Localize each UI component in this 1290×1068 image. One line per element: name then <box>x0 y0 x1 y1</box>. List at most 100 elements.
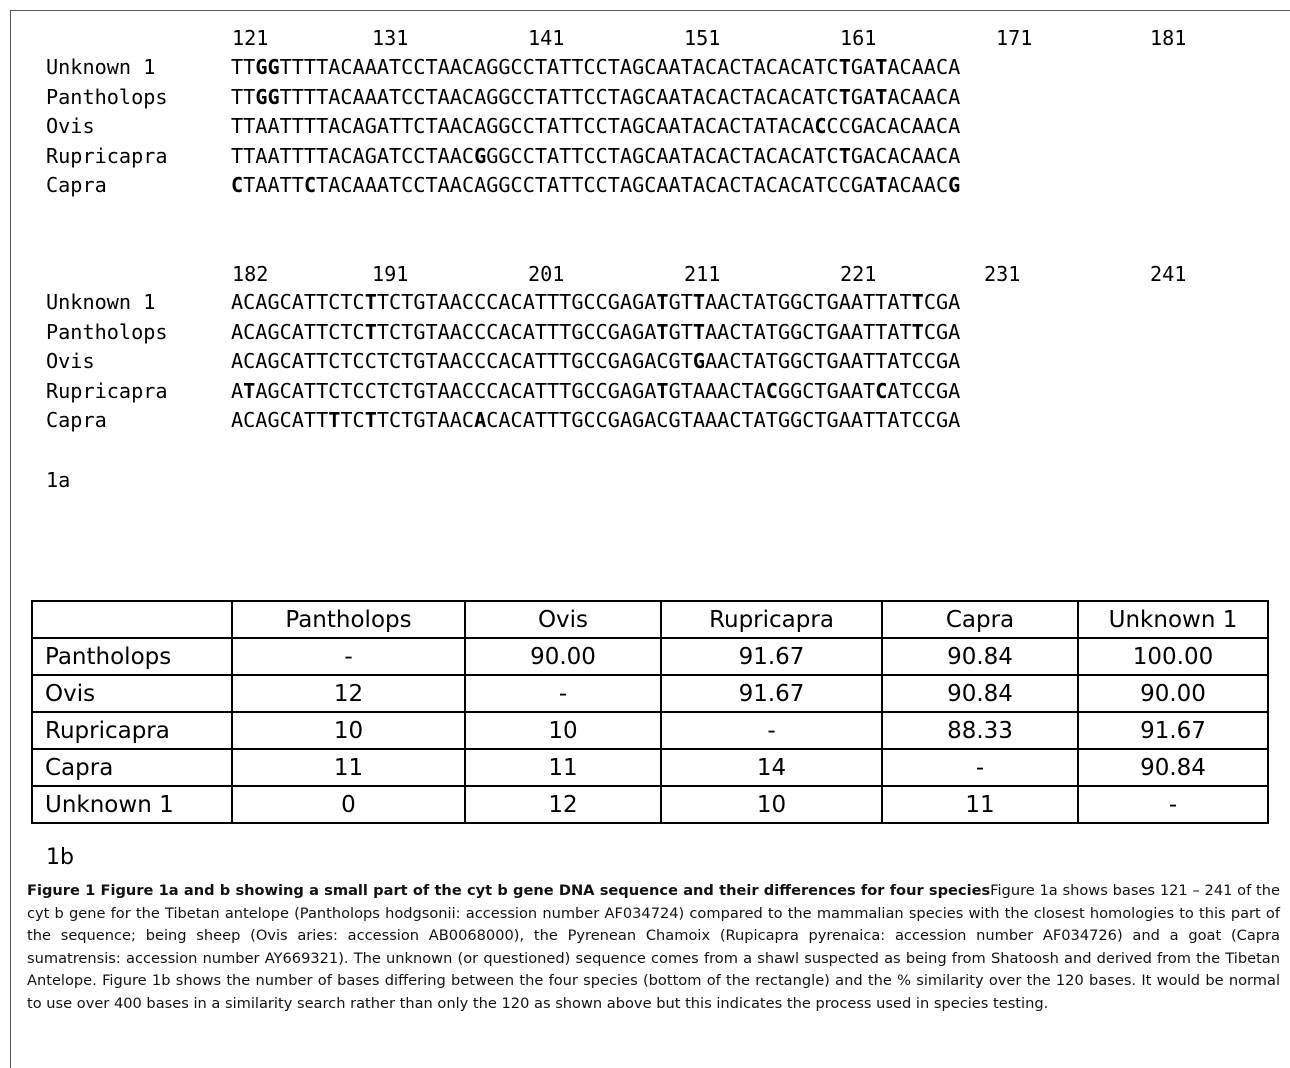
sequence-text: TTAATTTTACAGATTCTAACAGGCCTATTCCTAGCAATAC… <box>231 114 960 138</box>
difference-base: T <box>875 84 888 109</box>
row-header-cell: Ovis <box>31 674 233 713</box>
sequence-segment: TCTGTAACCCACATTTGCCGAGA <box>376 290 657 314</box>
sequence-segment: GT <box>668 319 693 344</box>
position-number: 201 <box>528 262 565 286</box>
similarity-table: Pantholops Ovis Rupricapra Capra Unknown… <box>31 600 1269 824</box>
position-number: 231 <box>984 262 1021 286</box>
caption-text: Figure 1a shows bases 121 – 241 of the c… <box>27 882 1280 1012</box>
table-cell: 90.84 <box>881 637 1079 676</box>
sequence-row: Pantholops TTGGTTTTACAAATCCTAACAGGCCTATTC… <box>46 83 960 113</box>
sequence-segment: AACTATGGCTGAATTAT <box>705 319 912 344</box>
difference-base: T <box>656 319 669 344</box>
sequence-segment: AGCATTCTCCTCTGTAACCCACATTTGCCGAGA <box>255 378 657 403</box>
table-cell: 91.67 <box>660 637 883 676</box>
table-cell: 91.67 <box>660 674 883 713</box>
difference-base: A <box>474 408 487 432</box>
difference-base: GG <box>255 55 280 79</box>
sequence-text: ACAGCATTCTCTTCTGTAACCCACATTTGCCGAGATGTTA… <box>231 290 960 314</box>
table-cell: 91.67 <box>1077 711 1269 750</box>
sequence-segment: AACTATGGCTGAATTAT <box>705 290 912 314</box>
sequence-segment: ACAACA <box>887 84 961 109</box>
table-row: Unknown 1 0 12 10 11 - <box>31 785 1269 824</box>
sequence-segment: ACAGCATT <box>231 408 329 432</box>
sequence-segment: ACAGCATTCTCCTCTGTAACCCACATTTGCCGAGACGT <box>231 349 693 373</box>
difference-base: C <box>765 378 778 403</box>
sequence-segment: TAATT <box>243 173 304 197</box>
row-header-cell: Pantholops <box>31 637 233 676</box>
difference-base: G <box>948 173 961 197</box>
sequence-segment: AACTATGGCTGAATTATCCGA <box>705 349 961 373</box>
position-number: 131 <box>372 26 409 50</box>
table-header-cell: Rupricapra <box>660 600 883 639</box>
position-number: 211 <box>684 262 721 286</box>
sequence-segment: GGCCTATTCCTAGCAATACACTACACATC <box>486 143 839 168</box>
difference-base: T <box>692 319 706 344</box>
species-name: Unknown 1 <box>46 55 156 79</box>
table-row: Ovis 12 - 91.67 90.84 90.00 <box>31 674 1269 713</box>
sequence-segment: TTAATTTTACAGATCCTAAC <box>231 143 475 168</box>
sequence-row: Unknown 1 TTGGTTTTACAAATCCTAACAGGCCTATTCC… <box>46 53 960 83</box>
difference-base: T <box>875 173 888 197</box>
table-cell: 100.00 <box>1077 637 1269 676</box>
difference-base: GG <box>255 84 280 109</box>
position-numbers-a: 121 131 141 151 161 171 181 <box>0 26 1290 52</box>
sequence-text: ACAGCATTCTCCTCTGTAACCCACATTTGCCGAGACGTGA… <box>231 349 960 373</box>
position-number: 161 <box>840 26 877 50</box>
table-row: Pantholops - 90.00 91.67 90.84 100.00 <box>31 637 1269 676</box>
table-cell: 11 <box>231 748 466 787</box>
sequence-segment: ACAGCATTCTC <box>231 290 365 314</box>
table-cell: 0 <box>231 785 466 824</box>
species-name: Unknown 1 <box>46 290 156 314</box>
position-number: 191 <box>372 262 409 286</box>
sequence-segment: GACACAACA <box>850 143 961 168</box>
difference-base: T <box>364 319 377 344</box>
table-header-cell: Ovis <box>464 600 662 639</box>
sequence-text: CTAATTCTACAAATCCTAACAGGCCTATTCCTAGCAATAC… <box>231 173 960 197</box>
difference-base: T <box>364 290 377 314</box>
table-cell: - <box>881 748 1079 787</box>
difference-base: T <box>243 378 256 403</box>
table-cell: 90.84 <box>1077 748 1269 787</box>
sequence-segment: ACAAC <box>887 173 949 197</box>
caption-title: Figure 1 Figure 1a and b showing a small… <box>27 882 991 899</box>
sequence-row: Capra CTAATTCTACAAATCCTAACAGGCCTATTCCTAGC… <box>46 171 960 201</box>
table-cell: 11 <box>881 785 1079 824</box>
sequence-row: Rupricapra TTAATTTTACAGATCCTAACGGGCCTATTC… <box>46 142 960 172</box>
sequence-text: TTGGTTTTACAAATCCTAACAGGCCTATTCCTAGCAATAC… <box>231 55 960 79</box>
position-number: 181 <box>1150 26 1187 50</box>
sequence-row: Ovis TTAATTTTACAGATTCTAACAGGCCTATTCCTAGCA… <box>46 112 960 142</box>
difference-base: T <box>656 290 669 314</box>
difference-base: G <box>474 143 487 168</box>
position-number: 141 <box>528 26 565 50</box>
sequence-segment: TCTGTAAC <box>376 408 475 432</box>
table-cell: 10 <box>464 711 662 750</box>
sequence-segment: CACATTTGCCGAGACGTAAACTATGGCTGAATTATCCGA <box>486 408 961 432</box>
panel-label-1b: 1b <box>46 845 74 870</box>
table-cell: 11 <box>464 748 662 787</box>
species-name: Pantholops <box>46 84 168 109</box>
sequence-alignment-b: Unknown 1 ACAGCATTCTCTTCTGTAACCCACATTTGCC… <box>46 288 960 436</box>
species-name: Rupricapra <box>46 378 168 403</box>
sequence-segment: CCGACACAACA <box>826 114 961 138</box>
row-header-cell: Unknown 1 <box>31 785 233 824</box>
species-name: Rupricapra <box>46 143 168 168</box>
difference-base: T <box>911 319 924 344</box>
sequence-alignment-a: Unknown 1 TTGGTTTTACAAATCCTAACAGGCCTATTCC… <box>46 53 960 201</box>
species-name: Pantholops <box>46 319 168 344</box>
table-header-cell: Capra <box>881 600 1079 639</box>
sequence-segment: TC <box>340 408 365 432</box>
table-cell: 14 <box>660 748 883 787</box>
sequence-text: ATAGCATTCTCCTCTGTAACCCACATTTGCCGAGATGTAA… <box>231 379 960 403</box>
sequence-text: ACAGCATTTTCTTCTGTAACACACATTTGCCGAGACGTAA… <box>231 408 960 432</box>
sequence-segment: TT <box>231 84 256 109</box>
sequence-row: Pantholops ACAGCATTCTCTTCTGTAACCCACATTTGC… <box>46 318 960 348</box>
difference-base: C <box>875 378 888 403</box>
table-row: Rupricapra 10 10 - 88.33 91.67 <box>31 711 1269 750</box>
sequence-segment: GTAAACTA <box>668 378 766 403</box>
sequence-row: Rupricapra ATAGCATTCTCCTCTGTAACCCACATTTGC… <box>46 377 960 407</box>
sequence-segment: TT <box>231 55 256 79</box>
table-header-cell: Pantholops <box>231 600 466 639</box>
sequence-segment: TTTTACAAATCCTAACAGGCCTATTCCTAGCAATACACTA… <box>279 55 839 79</box>
table-cell: 90.84 <box>881 674 1079 713</box>
difference-base: C <box>814 114 827 138</box>
